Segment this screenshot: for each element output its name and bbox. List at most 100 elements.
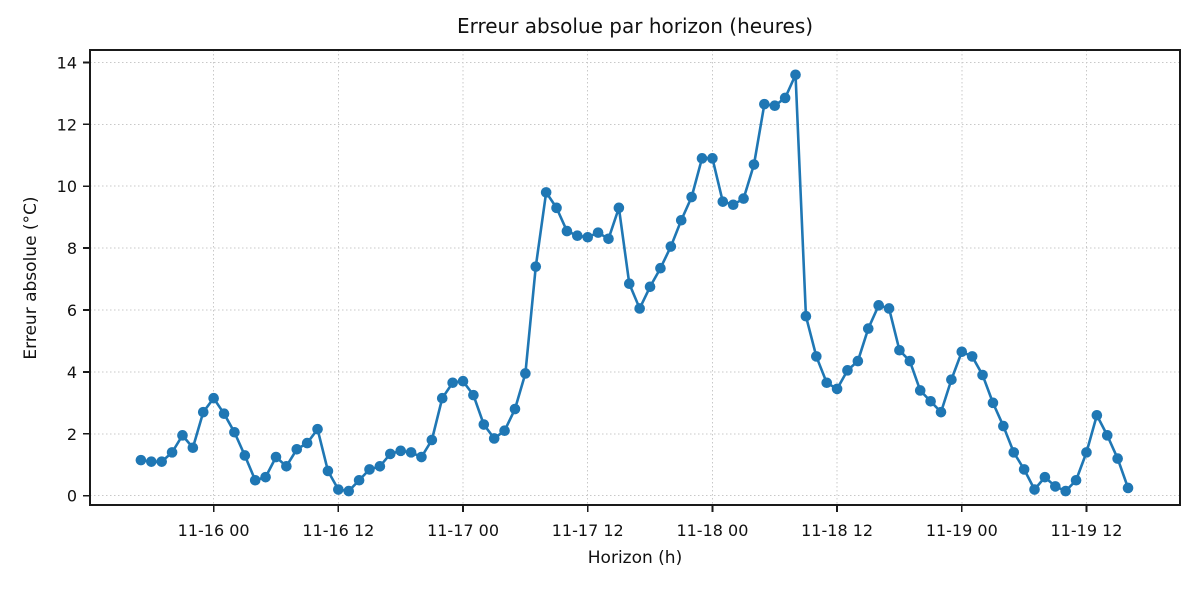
x-axis-label: Horizon (h): [587, 548, 683, 568]
data-point: [842, 365, 853, 376]
x-tick-label: 11-18 00: [676, 521, 748, 540]
data-point: [998, 420, 1009, 432]
data-point: [759, 98, 770, 110]
data-point: [655, 262, 666, 274]
data-point: [748, 159, 760, 170]
data-point: [1039, 471, 1051, 483]
data-point: [239, 450, 251, 461]
data-point: [1060, 485, 1071, 497]
data-point: [904, 355, 916, 367]
x-tick-label: 11-16 12: [302, 521, 374, 540]
data-point: [987, 397, 999, 409]
data-point: [696, 153, 708, 164]
data-point: [364, 464, 375, 475]
data-point: [447, 377, 458, 389]
data-point: [312, 423, 323, 435]
data-point: [779, 92, 791, 104]
data-point: [426, 434, 438, 446]
data-point: [603, 233, 614, 245]
data-point: [821, 377, 833, 389]
data-point: [613, 202, 625, 214]
data-point: [644, 281, 656, 293]
y-tick-label: 12: [57, 115, 77, 134]
data-point: [914, 385, 926, 396]
data-point: [270, 451, 282, 463]
data-point: [540, 187, 552, 198]
data-point: [197, 406, 209, 418]
data-point: [405, 447, 417, 458]
x-tick-label: 11-19 00: [926, 521, 998, 540]
data-point: [1008, 447, 1020, 458]
data-point: [790, 69, 801, 81]
data-point: [1101, 430, 1113, 441]
data-point: [551, 202, 562, 214]
data-point: [1018, 464, 1030, 475]
data-point: [1091, 409, 1103, 421]
data-point: [1081, 447, 1092, 458]
data-point: [468, 389, 479, 401]
data-point: [260, 471, 271, 483]
data-point: [353, 474, 365, 486]
data-point: [634, 303, 645, 314]
data-point: [229, 426, 240, 438]
data-point: [977, 369, 988, 381]
y-tick-label: 4: [67, 363, 77, 382]
data-point: [894, 344, 905, 356]
data-point: [852, 355, 864, 367]
data-point: [301, 437, 313, 449]
data-point: [457, 375, 469, 387]
x-tick-label: 11-19 12: [1051, 521, 1123, 540]
data-point: [509, 403, 521, 415]
data-point: [1050, 481, 1061, 492]
data-point: [738, 193, 749, 204]
data-point: [1122, 482, 1134, 494]
data-point: [343, 485, 355, 497]
data-point: [935, 406, 947, 418]
data-point: [727, 199, 739, 211]
x-tick-label: 11-17 00: [427, 521, 499, 540]
data-point: [582, 231, 594, 243]
data-point: [208, 392, 219, 404]
data-point: [187, 442, 199, 454]
data-point: [436, 392, 448, 404]
data-point: [561, 225, 573, 237]
data-point: [956, 346, 968, 358]
data-point: [218, 408, 230, 419]
data-point: [177, 430, 188, 441]
data-point: [623, 278, 635, 289]
data-point: [385, 448, 396, 460]
data-point: [478, 419, 490, 430]
data-point: [769, 100, 781, 112]
x-tick-label: 11-16 00: [178, 521, 250, 540]
y-tick-label: 14: [57, 53, 77, 72]
data-point: [146, 456, 157, 467]
y-tick-label: 0: [67, 487, 77, 506]
data-point: [416, 451, 427, 463]
data-point: [1029, 484, 1040, 495]
data-point: [675, 214, 687, 226]
y-tick-label: 2: [67, 425, 77, 444]
y-tick-label: 10: [57, 177, 77, 196]
data-point: [592, 227, 604, 238]
data-point: [1070, 474, 1082, 486]
data-point: [873, 300, 884, 311]
data-point: [291, 443, 303, 455]
data-point: [395, 445, 406, 457]
data-point: [717, 196, 729, 207]
data-point: [686, 191, 697, 203]
data-point: [966, 351, 978, 362]
data-point: [530, 261, 542, 272]
data-point: [800, 310, 812, 322]
data-point: [665, 241, 677, 252]
data-point: [572, 230, 583, 242]
data-point: [520, 368, 531, 379]
data-point: [333, 484, 344, 495]
x-tick-label: 11-18 12: [801, 521, 873, 540]
data-point: [925, 396, 936, 407]
data-point: [281, 461, 292, 472]
data-point: [156, 456, 167, 467]
data-point: [707, 153, 718, 164]
axes-spines: [89, 49, 1181, 506]
